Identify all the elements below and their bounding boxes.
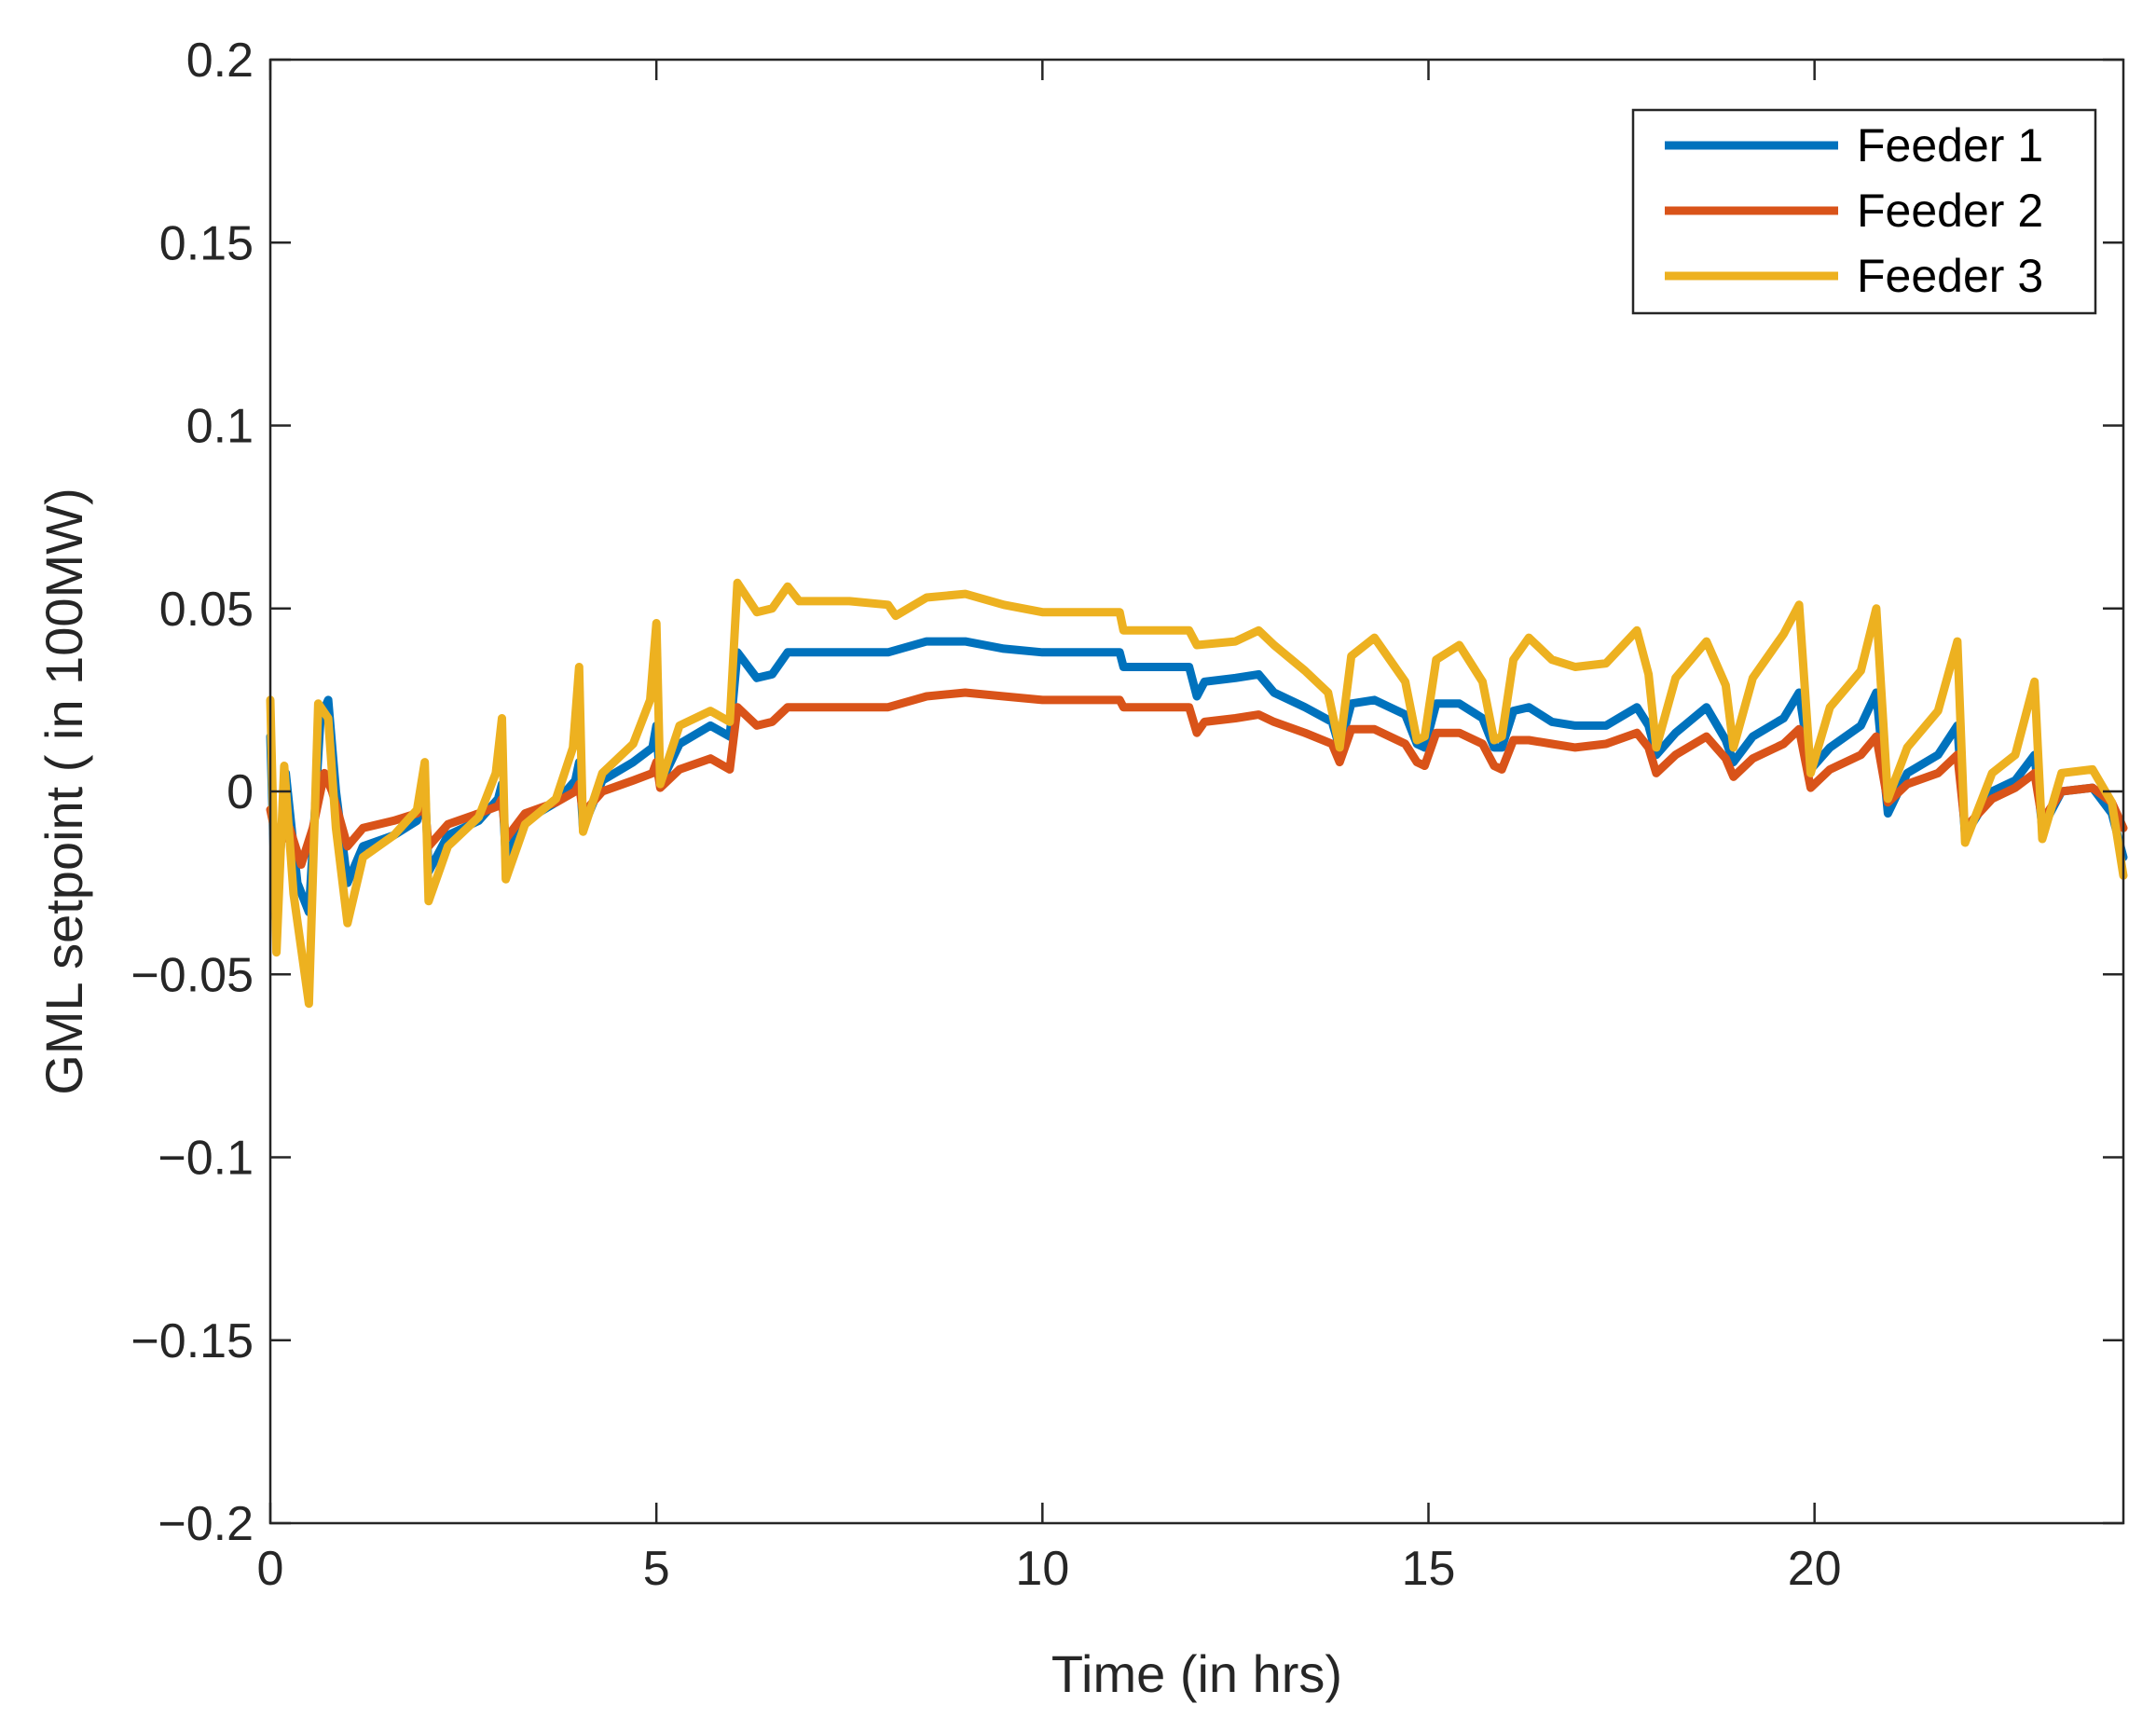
series-layer [266, 578, 2128, 1009]
series-line-feeder-3 [266, 578, 2128, 1009]
x-tick-label: 0 [257, 1542, 284, 1596]
y-tick-label: 0.1 [186, 400, 254, 454]
legend-label-feeder-3: Feeder 3 [1857, 250, 2043, 302]
y-tick-label: 0.15 [159, 216, 254, 270]
y-tick-label: −0.15 [130, 1314, 254, 1368]
x-tick-label: 15 [1402, 1542, 1456, 1596]
legend: Feeder 1 Feeder 2 Feeder 3 [1631, 108, 2097, 315]
y-tick-label: 0.05 [159, 583, 254, 637]
y-tick-label: 0 [227, 765, 254, 819]
x-tick-label: 10 [1015, 1542, 1069, 1596]
legend-label-feeder-1: Feeder 1 [1857, 119, 2043, 172]
legend-label-feeder-2: Feeder 2 [1857, 185, 2043, 237]
y-tick-label: −0.2 [158, 1497, 254, 1551]
y-tick-label: −0.05 [130, 948, 254, 1002]
y-tick-label: −0.1 [158, 1132, 254, 1186]
tick-layer: 0 5 10 15 20 0.2 0.15 0.1 0.05 0 −0.05 −0.1 −0.15 −0.… [130, 34, 2123, 1596]
x-axis-title: Time (in hrs) [1051, 1644, 1342, 1703]
x-tick-label: 5 [643, 1542, 670, 1596]
y-tick-label: 0.2 [186, 34, 254, 88]
x-tick-label: 20 [1788, 1542, 1842, 1596]
y-axis-title: GML setpoint ( in 100MW) [34, 488, 93, 1094]
